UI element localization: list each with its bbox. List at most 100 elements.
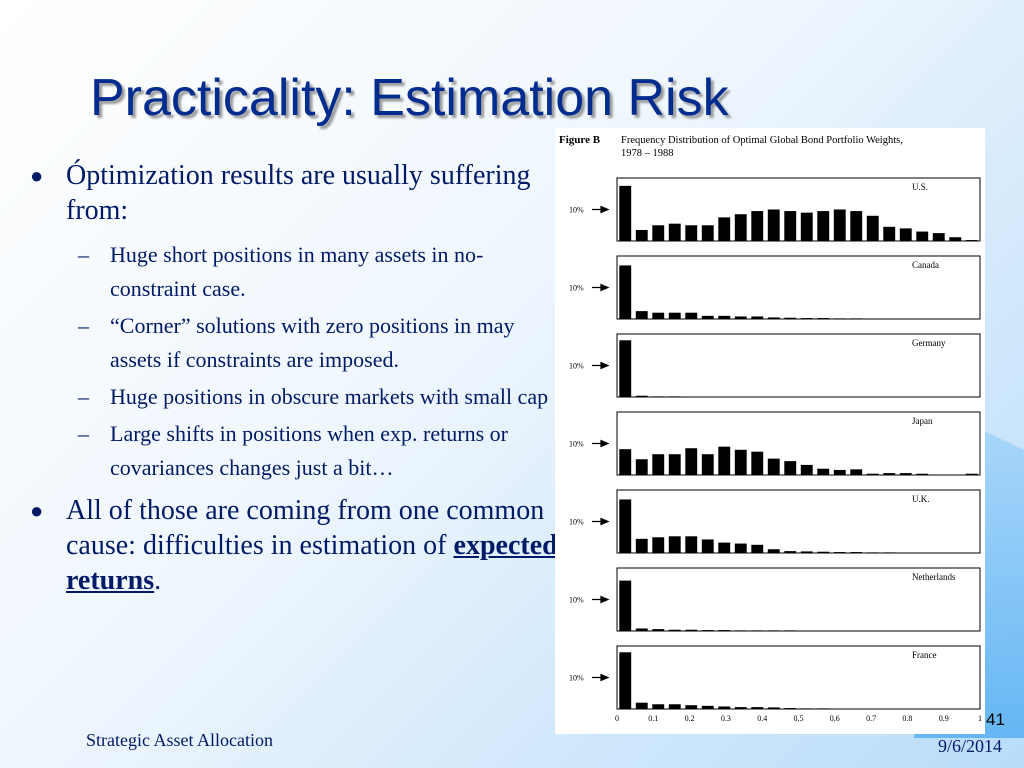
- panel-label: Germany: [912, 338, 946, 348]
- x-tick-label: 0: [615, 714, 619, 723]
- figure-label: Figure B: [559, 134, 601, 146]
- chart-bar: [635, 459, 648, 475]
- chart-bar: [734, 630, 747, 631]
- panel-label: France: [912, 650, 937, 660]
- chart-bar: [899, 473, 912, 475]
- chart-bar: [668, 312, 681, 319]
- chart-bar: [734, 543, 747, 553]
- dash-icon: –: [78, 421, 89, 446]
- chart-bar: [701, 454, 714, 475]
- panel-label: U.S.: [912, 182, 928, 192]
- x-tick-label: 0.3: [721, 714, 731, 723]
- x-tick-label: 0.8: [902, 714, 912, 723]
- chart-bar: [685, 225, 698, 241]
- chart-bar: [701, 705, 714, 709]
- chart-bar: [899, 228, 912, 241]
- chart-bar: [652, 704, 665, 709]
- chart-bar: [619, 499, 632, 553]
- panel-frame: [616, 567, 981, 632]
- chart-bar: [817, 468, 830, 475]
- sub-bullet-item: – Huge positions in obscure markets with…: [28, 380, 558, 414]
- panel-label: Netherlands: [912, 572, 956, 582]
- chart-bar: [718, 315, 731, 319]
- chart-bar: [718, 630, 731, 631]
- chart-bar: [652, 629, 665, 631]
- reference-label: 10%: [569, 674, 584, 683]
- page-number: 41: [986, 710, 1005, 729]
- panel-label: U.K.: [912, 494, 930, 504]
- reference-arrow-icon: [592, 517, 610, 526]
- x-tick-label: 0.7: [866, 714, 876, 723]
- chart-bar: [718, 217, 731, 241]
- chart-bar: [767, 458, 780, 475]
- slide-title: Practicality: Estimation Risk: [90, 69, 729, 127]
- chart-bar: [866, 215, 879, 241]
- bullet-dot-icon: ●: [30, 163, 44, 188]
- reference-label: 10%: [569, 284, 584, 293]
- chart-bar: [701, 539, 714, 553]
- chart-bar: [767, 317, 780, 319]
- chart-bar: [784, 211, 797, 241]
- chart-bar: [784, 551, 797, 553]
- reference-arrow-icon: [592, 673, 610, 682]
- x-tick-label: 0.1: [648, 714, 658, 723]
- chart-bar: [668, 704, 681, 709]
- chart-bar: [734, 707, 747, 709]
- chart-bar: [833, 209, 846, 241]
- panel-label: Japan: [912, 416, 933, 426]
- chart-bar: [817, 551, 830, 553]
- chart-bar: [850, 318, 863, 319]
- x-tick-label: 0.2: [685, 714, 695, 723]
- x-tick-label: 0.5: [794, 714, 804, 723]
- dash-icon: –: [78, 384, 89, 409]
- chart-bar: [652, 312, 665, 319]
- reference-arrow-icon: [592, 361, 610, 370]
- chart-bar: [866, 552, 879, 553]
- chart-bar: [701, 225, 714, 241]
- sub-bullet-item: – “Corner” solutions with zero positions…: [28, 309, 558, 377]
- chart-bar: [635, 702, 648, 709]
- chart-bar: [833, 469, 846, 475]
- chart-bar: [635, 395, 648, 397]
- chart-bar: [668, 396, 681, 397]
- chart-bar: [668, 223, 681, 241]
- chart-bar: [718, 542, 731, 553]
- reference-label: 10%: [569, 440, 584, 449]
- chart-title-line: 1978 – 1988: [621, 148, 674, 159]
- chart-bar: [965, 473, 978, 475]
- bullet-period: .: [154, 565, 162, 596]
- emphasis-text: expected returns: [66, 530, 558, 596]
- chart-bar: [619, 340, 632, 397]
- panel-label: Canada: [912, 260, 939, 270]
- chart-title: Frequency Distribution of Optimal Global…: [621, 135, 903, 159]
- chart-bar: [652, 454, 665, 475]
- chart-bar: [751, 630, 764, 631]
- chart-bar: [652, 225, 665, 241]
- chart-bar: [916, 473, 929, 475]
- dash-icon: –: [78, 242, 89, 267]
- chart-bar: [916, 231, 929, 241]
- chart-bar: [718, 706, 731, 709]
- chart-bar: [800, 212, 813, 241]
- bullet-item: ● All of those are coming from one commo…: [28, 493, 558, 598]
- chart-bar: [784, 708, 797, 709]
- chart-bar: [767, 549, 780, 553]
- bullet-list: ● Óptimization results are usually suffe…: [28, 158, 558, 604]
- chart-bar: [619, 185, 632, 241]
- chart-bar: [800, 464, 813, 475]
- chart-bar: [949, 237, 962, 241]
- chart-bar: [652, 396, 665, 397]
- sub-bullet-list: – Huge short positions in many assets in…: [28, 238, 558, 485]
- chart-bar: [767, 630, 780, 631]
- bullet-text: All of those are coming from one common …: [66, 495, 545, 561]
- chart-bar: [800, 551, 813, 553]
- chart-bar: [734, 214, 747, 241]
- x-tick-label: 1: [978, 714, 982, 723]
- sub-bullet-text: “Corner” solutions with zero positions i…: [110, 313, 515, 372]
- chart-bar: [734, 316, 747, 319]
- chart-bar: [817, 708, 830, 709]
- chart-bar: [734, 449, 747, 475]
- bullet-dot-icon: ●: [30, 498, 44, 523]
- panel-frame: [616, 255, 981, 320]
- sub-bullet-text: Huge positions in obscure markets with s…: [110, 384, 549, 409]
